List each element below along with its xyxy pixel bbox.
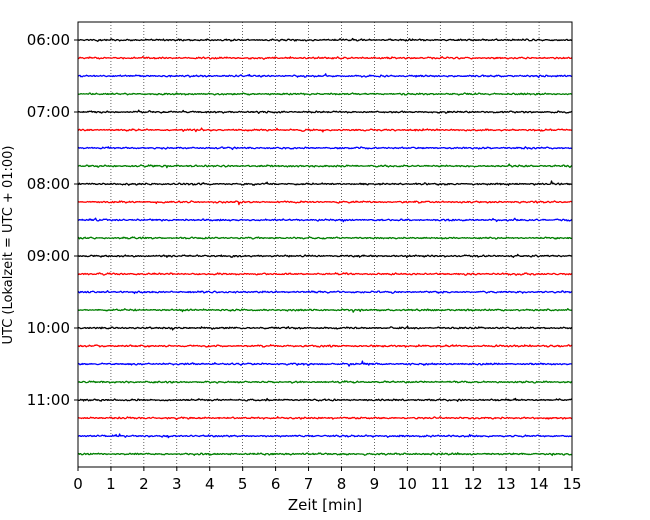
y-tick-label: 09:00 xyxy=(27,247,70,265)
x-tick-label: 11 xyxy=(431,475,450,493)
x-tick-label: 7 xyxy=(304,475,314,493)
trace-0645 xyxy=(78,92,573,96)
trace-1000 xyxy=(77,325,573,331)
trace-0730 xyxy=(77,146,573,151)
y-axis-ticks: 06:00 07:00 08:00 09:00 10:00 11:00 xyxy=(27,31,78,409)
y-tick-label: 10:00 xyxy=(27,319,70,337)
traces xyxy=(77,37,573,457)
x-tick-label: 13 xyxy=(497,475,516,493)
trace-0715 xyxy=(77,127,573,133)
trace-1045 xyxy=(77,380,573,384)
x-tick-label: 2 xyxy=(139,475,149,493)
y-tick-label: 11:00 xyxy=(27,391,70,409)
y-tick-label: 08:00 xyxy=(27,175,70,193)
trace-0945 xyxy=(77,308,573,313)
x-tick-label: 6 xyxy=(271,475,281,493)
x-tick-label: 4 xyxy=(205,475,215,493)
trace-1115 xyxy=(77,416,573,421)
trace-0745 xyxy=(77,163,573,169)
trace-0845 xyxy=(77,236,572,240)
trace-1030 xyxy=(77,360,573,367)
trace-0815 xyxy=(77,200,573,206)
trace-0700 xyxy=(77,109,573,114)
x-tick-label: 1 xyxy=(106,475,116,493)
gridlines xyxy=(110,22,540,467)
trace-0930 xyxy=(77,290,573,295)
x-tick-label: 3 xyxy=(172,475,182,493)
x-tick-label: 14 xyxy=(530,475,549,493)
trace-1130 xyxy=(77,433,573,439)
trace-0915 xyxy=(77,272,572,276)
plot-frame xyxy=(77,21,573,468)
x-tick-label: 9 xyxy=(370,475,380,493)
x-tick-label: 10 xyxy=(398,475,417,493)
x-tick-label: 5 xyxy=(238,475,248,493)
y-tick-label: 06:00 xyxy=(27,31,70,49)
trace-0830 xyxy=(77,217,573,223)
x-tick-label: 12 xyxy=(464,475,483,493)
x-tick-label: 15 xyxy=(562,475,581,493)
x-axis-label: Zeit [min] xyxy=(288,496,362,514)
y-axis-label: UTC (Lokalzeit = UTC + 01:00) xyxy=(1,146,16,345)
y-tick-label: 07:00 xyxy=(27,103,70,121)
trace-0900 xyxy=(77,253,573,259)
x-tick-label: 0 xyxy=(73,475,83,493)
trace-0615 xyxy=(77,55,573,60)
trace-0630 xyxy=(77,73,573,79)
x-tick-label: 8 xyxy=(337,475,347,493)
trace-1100 xyxy=(77,397,573,402)
trace-0600 xyxy=(77,37,573,43)
trace-0800 xyxy=(77,180,573,186)
trace-1015 xyxy=(77,344,573,348)
trace-1145 xyxy=(77,452,573,457)
x-axis-ticks: 0 1 2 3 4 5 6 7 8 9 10 11 12 13 14 15 xyxy=(73,467,582,493)
